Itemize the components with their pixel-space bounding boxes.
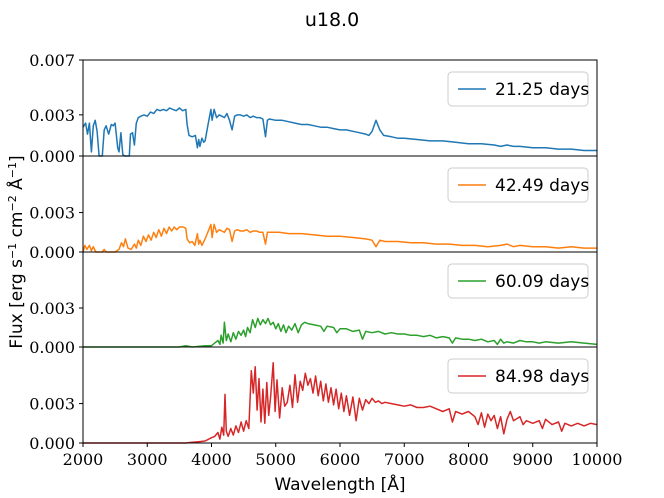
y-tick-label: 0.000 [29,243,75,262]
y-label-exp-1: −1 [6,243,19,259]
y-tick-label: 0.007 [29,51,75,70]
y-tick-label: 0.003 [29,106,75,125]
legend-label: 21.25 days [495,80,589,100]
legend-box [447,263,589,299]
panel-2: 0.003 0.000 42.49 days [29,155,598,262]
legend-1: 21.25 days [447,71,589,107]
x-tick-label: 10000 [572,450,623,469]
panel-3: 0.003 0.000 60.09 days [29,251,598,357]
panel-1: 0.007 0.003 0.000 21.25 days [29,51,598,166]
x-tick-label: 7000 [384,450,425,469]
x-tick-label: 4000 [191,450,232,469]
panel-4: 0.003 0.000 84.98 days [29,346,598,453]
y-tick-label: 0.003 [29,395,75,414]
panels: 0.007 0.003 0.000 21.25 days 0.003 0.000 42.49… [29,51,598,453]
y-tick-label: 0.000 [29,338,75,357]
y-label-exp-3: −1 [6,162,19,178]
legend-label: 60.09 days [495,272,589,292]
x-tick-label: 3000 [127,450,168,469]
y-tick-label: 0.000 [29,147,75,166]
x-axis-label: Wavelength [Å] [274,473,405,495]
x-tick-label: 5000 [255,450,296,469]
legend-3: 60.09 days [447,263,589,299]
y-label-part-2: cm [7,212,27,243]
x-axis: 2000 3000 4000 5000 6000 7000 8000 9000 10000 [63,443,623,469]
legend-label: 42.49 days [495,176,589,196]
series-line-2 [82,223,597,253]
y-label-end: ] [7,155,27,162]
legend-label: 84.98 days [495,367,589,387]
legend-box [447,71,589,107]
chart-title: u18.0 [305,9,359,31]
legend-4: 84.98 days [447,358,589,394]
series-line-4 [83,362,598,444]
y-tick-label: 0.003 [29,299,75,318]
y-label-part-1: Flux [erg s [7,259,27,349]
x-tick-label: 6000 [320,450,361,469]
x-tick-label: 2000 [63,450,104,469]
x-tick-label: 8000 [448,450,489,469]
x-tick-label: 9000 [512,450,553,469]
y-label-exp-2: −2 [6,195,19,211]
series-line-1 [82,107,597,157]
series-line-3 [83,317,598,348]
legend-2: 42.49 days [447,167,589,203]
y-axis-label: Flux [erg s−1 cm−2 Å−1] [5,155,27,348]
y-label-unit: Å [5,178,27,195]
legend-box [447,167,589,203]
y-tick-label: 0.000 [29,434,75,453]
y-tick-label: 0.003 [29,204,75,223]
legend-box [447,358,589,394]
